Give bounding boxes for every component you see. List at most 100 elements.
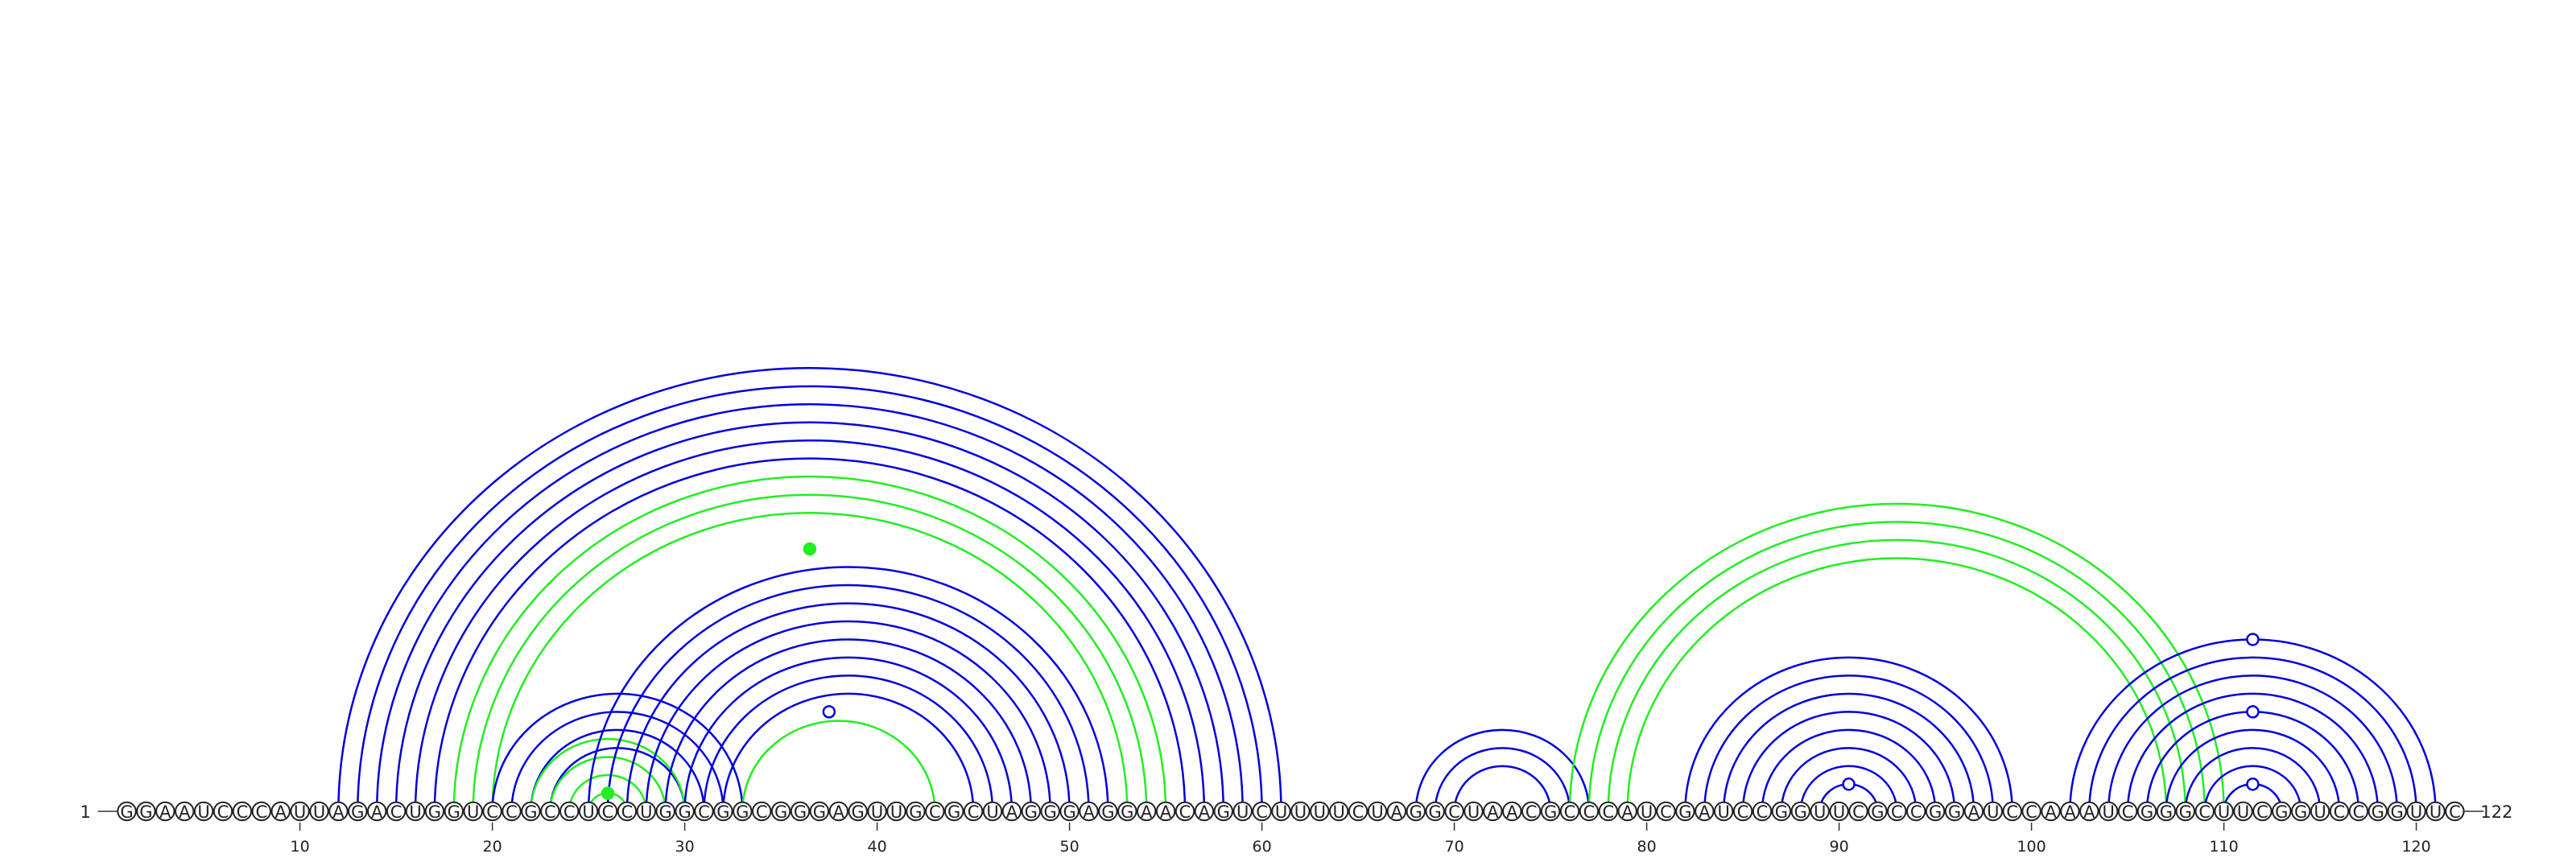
arc-blue-17-56 bbox=[433, 457, 1187, 812]
nucleotide-99-circle bbox=[2002, 801, 2022, 822]
arc-blue-12-61 bbox=[337, 367, 1282, 812]
nucleotide-3-circle bbox=[155, 801, 175, 822]
arc-blue-108-115 bbox=[2184, 747, 2322, 812]
nucleotide-57-letter: A bbox=[1199, 802, 1211, 822]
nucleotide-14-letter: A bbox=[371, 802, 383, 822]
nucleotide-113-letter: G bbox=[2275, 802, 2288, 822]
nucleotide-96-letter: G bbox=[1948, 802, 1961, 822]
nucleotide-45-letter: C bbox=[968, 802, 980, 822]
nucleotide-27-circle bbox=[617, 801, 638, 822]
nucleotide-21-letter: C bbox=[506, 802, 518, 822]
arc-blue-27-50 bbox=[625, 602, 1071, 812]
nucleotide-12-letter: A bbox=[332, 802, 345, 822]
nucleotide-111-circle bbox=[2233, 801, 2253, 822]
arc-green-24-28 bbox=[568, 773, 648, 812]
nucleotide-53-circle bbox=[1117, 801, 1137, 822]
nucleotide-13-circle bbox=[348, 801, 368, 822]
tick-label-110: 110 bbox=[2209, 838, 2238, 856]
nucleotide-5-letter: U bbox=[197, 802, 209, 822]
nucleotide-76-circle bbox=[1559, 801, 1580, 822]
nucleotide-6-letter: C bbox=[217, 802, 229, 822]
nucleotide-30-circle bbox=[675, 801, 695, 822]
nucleotide-28-circle bbox=[636, 801, 656, 822]
nucleotide-98-circle bbox=[1983, 801, 2004, 822]
nucleotide-118-letter: G bbox=[2372, 802, 2384, 822]
nucleotide-18-letter: G bbox=[448, 802, 460, 822]
nucleotide-32-letter: G bbox=[716, 802, 729, 822]
tick-label-90: 90 bbox=[1830, 838, 1849, 856]
nucleotide-65-letter: C bbox=[1352, 802, 1364, 822]
arc-blue-30-47 bbox=[683, 656, 1013, 812]
position-axis: 10 20 30 40 50 60 70 80 90 100 110 120 bbox=[291, 823, 2431, 856]
nucleotide-62-circle bbox=[1290, 801, 1311, 822]
end-position-label: 122 bbox=[2480, 802, 2512, 822]
nucleotide-11-letter: U bbox=[313, 802, 325, 822]
nucleotide-44-circle bbox=[944, 801, 964, 822]
nucleotide-108-letter: G bbox=[2179, 802, 2192, 822]
nucleotide-77-letter: C bbox=[1583, 802, 1596, 822]
nucleotide-7-circle bbox=[232, 801, 253, 822]
nucleotide-97-circle bbox=[1963, 801, 1984, 822]
nucleotide-27-letter: C bbox=[621, 802, 634, 822]
nucleotide-16-letter: U bbox=[409, 802, 421, 822]
nucleotide-93-letter: C bbox=[1891, 802, 1903, 822]
nucleotide-52-circle bbox=[1098, 801, 1118, 822]
nucleotide-105-letter: C bbox=[2122, 802, 2134, 822]
nucleotide-13-letter: G bbox=[351, 802, 364, 822]
arc-blue-69-76 bbox=[1434, 747, 1571, 812]
nucleotide-62-letter: U bbox=[1294, 802, 1307, 822]
nucleotide-55-letter: A bbox=[1160, 802, 1172, 822]
nucleotide-116-circle bbox=[2329, 801, 2350, 822]
nucleotide-42-letter: G bbox=[909, 802, 922, 822]
nucleotide-75-circle bbox=[1540, 801, 1561, 822]
nucleotide-50-letter: G bbox=[1063, 802, 1075, 822]
nucleotide-72-letter: A bbox=[1487, 802, 1499, 822]
nucleotide-85-letter: C bbox=[1737, 802, 1749, 822]
nucleotide-116-letter: C bbox=[2334, 802, 2346, 822]
nucleotide-55-circle bbox=[1155, 801, 1176, 822]
nucleotide-39-letter: G bbox=[852, 802, 865, 822]
nucleotide-86-circle bbox=[1752, 801, 1773, 822]
nucleotide-75-letter: G bbox=[1544, 802, 1557, 822]
nucleotide-107-letter: G bbox=[2160, 802, 2173, 822]
nucleotide-66-circle bbox=[1367, 801, 1388, 822]
arc-green-77-109 bbox=[1587, 521, 2206, 812]
nucleotide-118-circle bbox=[2368, 801, 2388, 822]
nucleotide-95-letter: G bbox=[1929, 802, 1942, 822]
nucleotide-100-letter: C bbox=[2025, 802, 2037, 822]
tick-label-40: 40 bbox=[868, 838, 887, 856]
nucleotide-82-letter: G bbox=[1678, 802, 1691, 822]
nucleotide-33-letter: G bbox=[736, 802, 749, 822]
nucleotide-12-circle bbox=[328, 801, 349, 822]
nucleotide-121-letter: U bbox=[2429, 802, 2442, 822]
nucleotide-93-circle bbox=[1887, 801, 1907, 822]
nucleotide-87-circle bbox=[1771, 801, 1792, 822]
nucleotide-96-circle bbox=[1944, 801, 1965, 822]
nucleotide-86-letter: C bbox=[1757, 802, 1769, 822]
arc-marker-7 bbox=[2246, 633, 2260, 646]
nucleotide-79-circle bbox=[1617, 801, 1637, 822]
nucleotide-106-circle bbox=[2136, 801, 2157, 822]
arc-green-79-107 bbox=[1626, 557, 2168, 812]
nucleotide-90-letter: U bbox=[1833, 802, 1845, 822]
arc-marker-2 bbox=[601, 786, 615, 800]
nucleotide-36-letter: G bbox=[794, 802, 807, 822]
nucleotide-122-circle bbox=[2445, 801, 2465, 822]
tick-label-60: 60 bbox=[1253, 838, 1272, 856]
nucleotide-46-circle bbox=[982, 801, 1003, 822]
arc-green-19-54 bbox=[472, 493, 1148, 812]
nucleotide-33-circle bbox=[733, 801, 753, 822]
nucleotide-102-circle bbox=[2060, 801, 2080, 822]
nucleotide-84-circle bbox=[1714, 801, 1734, 822]
nucleotide-9-letter: A bbox=[275, 802, 287, 822]
nucleotide-117-letter: C bbox=[2353, 802, 2365, 822]
nucleotide-89-letter: U bbox=[1814, 802, 1826, 822]
arc-marker-3 bbox=[822, 705, 836, 719]
nucleotide-52-letter: G bbox=[1101, 802, 1114, 822]
nucleotide-84-letter: U bbox=[1718, 802, 1730, 822]
nucleotide-17-circle bbox=[424, 801, 445, 822]
nucleotide-51-circle bbox=[1079, 801, 1099, 822]
nucleotide-43-letter: C bbox=[929, 802, 941, 822]
nucleotide-38-letter: A bbox=[833, 802, 845, 822]
